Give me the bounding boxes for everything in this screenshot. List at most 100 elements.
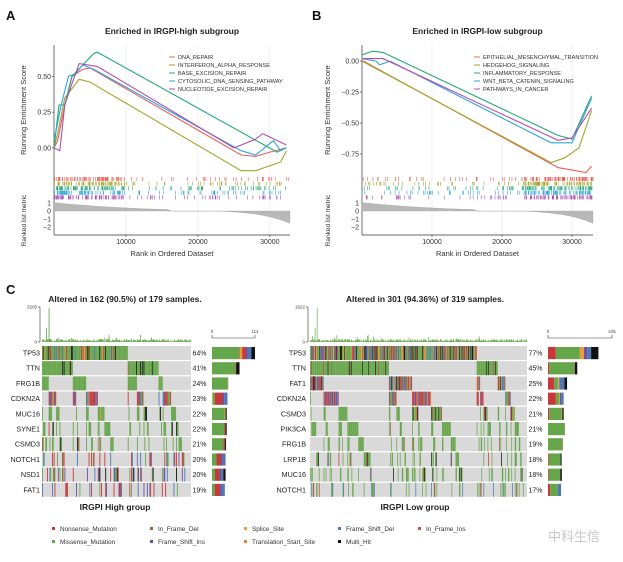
tmb-bar xyxy=(136,339,138,342)
mutation-cell xyxy=(320,346,322,360)
mutation-cell xyxy=(364,346,366,360)
mutation-cell xyxy=(46,437,48,452)
tmb-bar xyxy=(146,340,148,342)
tmb-bar xyxy=(392,339,394,342)
mutation-cell xyxy=(148,437,150,452)
mutation-cell xyxy=(340,406,342,421)
mutation-cell xyxy=(97,346,99,360)
mutation-cell xyxy=(521,467,523,482)
tmb-bar xyxy=(338,339,340,342)
y-tick-label: 0.00 xyxy=(345,59,359,66)
tmb-bar xyxy=(363,339,364,342)
mutation-cell xyxy=(433,346,435,360)
mutation-cell xyxy=(91,391,93,406)
mutation-cell xyxy=(124,346,126,360)
mutation-cell xyxy=(350,361,352,376)
tmb-bar xyxy=(446,339,448,342)
mutation-cell xyxy=(350,346,351,360)
tmb-bar xyxy=(323,339,325,342)
mutation-cell xyxy=(466,346,468,360)
tmb-bar xyxy=(507,339,508,342)
mutation-cell xyxy=(344,406,346,421)
mutation-cell xyxy=(329,346,331,360)
mutation-cell xyxy=(334,361,336,376)
tmb-bar xyxy=(93,339,95,342)
mutation-cell xyxy=(131,376,132,391)
mutation-cell xyxy=(344,346,346,360)
mutation-cell xyxy=(388,391,390,406)
mutation-cell xyxy=(146,361,147,376)
tmb-bar xyxy=(398,340,400,342)
mutation-cell xyxy=(412,391,414,406)
mutation-cell xyxy=(393,391,395,406)
mutation-cell xyxy=(448,422,449,436)
tmb-bar xyxy=(441,340,443,342)
mutation-cell xyxy=(436,346,438,360)
tmb-bar xyxy=(348,339,349,342)
mutation-cell xyxy=(476,422,478,436)
mutation-cell xyxy=(326,422,328,436)
mutation-cell xyxy=(128,361,130,376)
mutation-cell xyxy=(415,406,417,421)
tmb-bar xyxy=(387,340,389,342)
tmb-bar xyxy=(524,339,525,342)
mutation-cell xyxy=(336,361,338,376)
mutation-cell xyxy=(362,361,364,376)
mutation-cell xyxy=(56,346,58,360)
mutation-cell xyxy=(388,346,389,360)
mutation-cell xyxy=(93,391,95,406)
mutation-cell xyxy=(127,361,129,376)
mutation-cell xyxy=(317,346,319,360)
tmb-bar xyxy=(46,339,48,342)
tmb-bar xyxy=(356,336,358,342)
tmb-bar xyxy=(512,340,513,342)
mutation-cell xyxy=(102,406,104,421)
tmb-bar xyxy=(81,340,83,342)
tmb-bar xyxy=(58,341,60,342)
tmb-bar xyxy=(141,340,143,342)
tmb-bar xyxy=(423,340,425,342)
mutation-cell xyxy=(42,467,43,482)
mutation-cell xyxy=(480,391,482,406)
mutation-cell xyxy=(173,452,175,467)
mutation-cell xyxy=(448,346,449,360)
mutation-cell xyxy=(176,422,178,436)
tmb-bar xyxy=(383,339,385,342)
mutation-cell xyxy=(335,346,337,360)
tmb-bar xyxy=(161,339,163,342)
mutation-cell xyxy=(324,361,326,376)
mutation-cell xyxy=(178,437,180,452)
mutation-cell xyxy=(141,361,143,376)
tmb-axis-label: 1922 xyxy=(295,305,306,310)
mutation-cell xyxy=(413,406,415,421)
mutation-cell xyxy=(53,467,55,482)
mutation-cell xyxy=(141,391,143,406)
mutation-cell xyxy=(86,391,88,406)
mutation-cell xyxy=(106,346,107,360)
mutation-cell xyxy=(497,376,499,391)
tmb-bar xyxy=(356,339,357,342)
mutation-cell xyxy=(435,406,437,421)
mutation-cell xyxy=(104,422,106,436)
tmb-bar xyxy=(50,339,52,342)
mutation-cell xyxy=(379,346,381,360)
mutation-cell xyxy=(410,346,412,360)
side-bar-segment xyxy=(221,468,224,481)
mutation-cell xyxy=(369,452,371,467)
mutation-cell xyxy=(118,482,120,497)
mutation-cell xyxy=(481,361,483,376)
mutation-cell xyxy=(399,422,401,436)
mutation-cell xyxy=(326,391,328,406)
mutation-cell xyxy=(412,437,413,452)
mutation-cell xyxy=(106,482,107,497)
mutation-cell xyxy=(166,437,167,452)
mutation-cell xyxy=(409,346,411,360)
mutation-cell xyxy=(318,376,319,391)
mutation-cell xyxy=(132,361,134,376)
mutation-cell xyxy=(490,437,492,452)
mutation-cell xyxy=(408,482,410,497)
mutation-cell xyxy=(42,452,44,467)
tmb-bar xyxy=(365,339,366,342)
mutation-cell xyxy=(345,406,347,421)
tmb-bar xyxy=(453,339,455,342)
